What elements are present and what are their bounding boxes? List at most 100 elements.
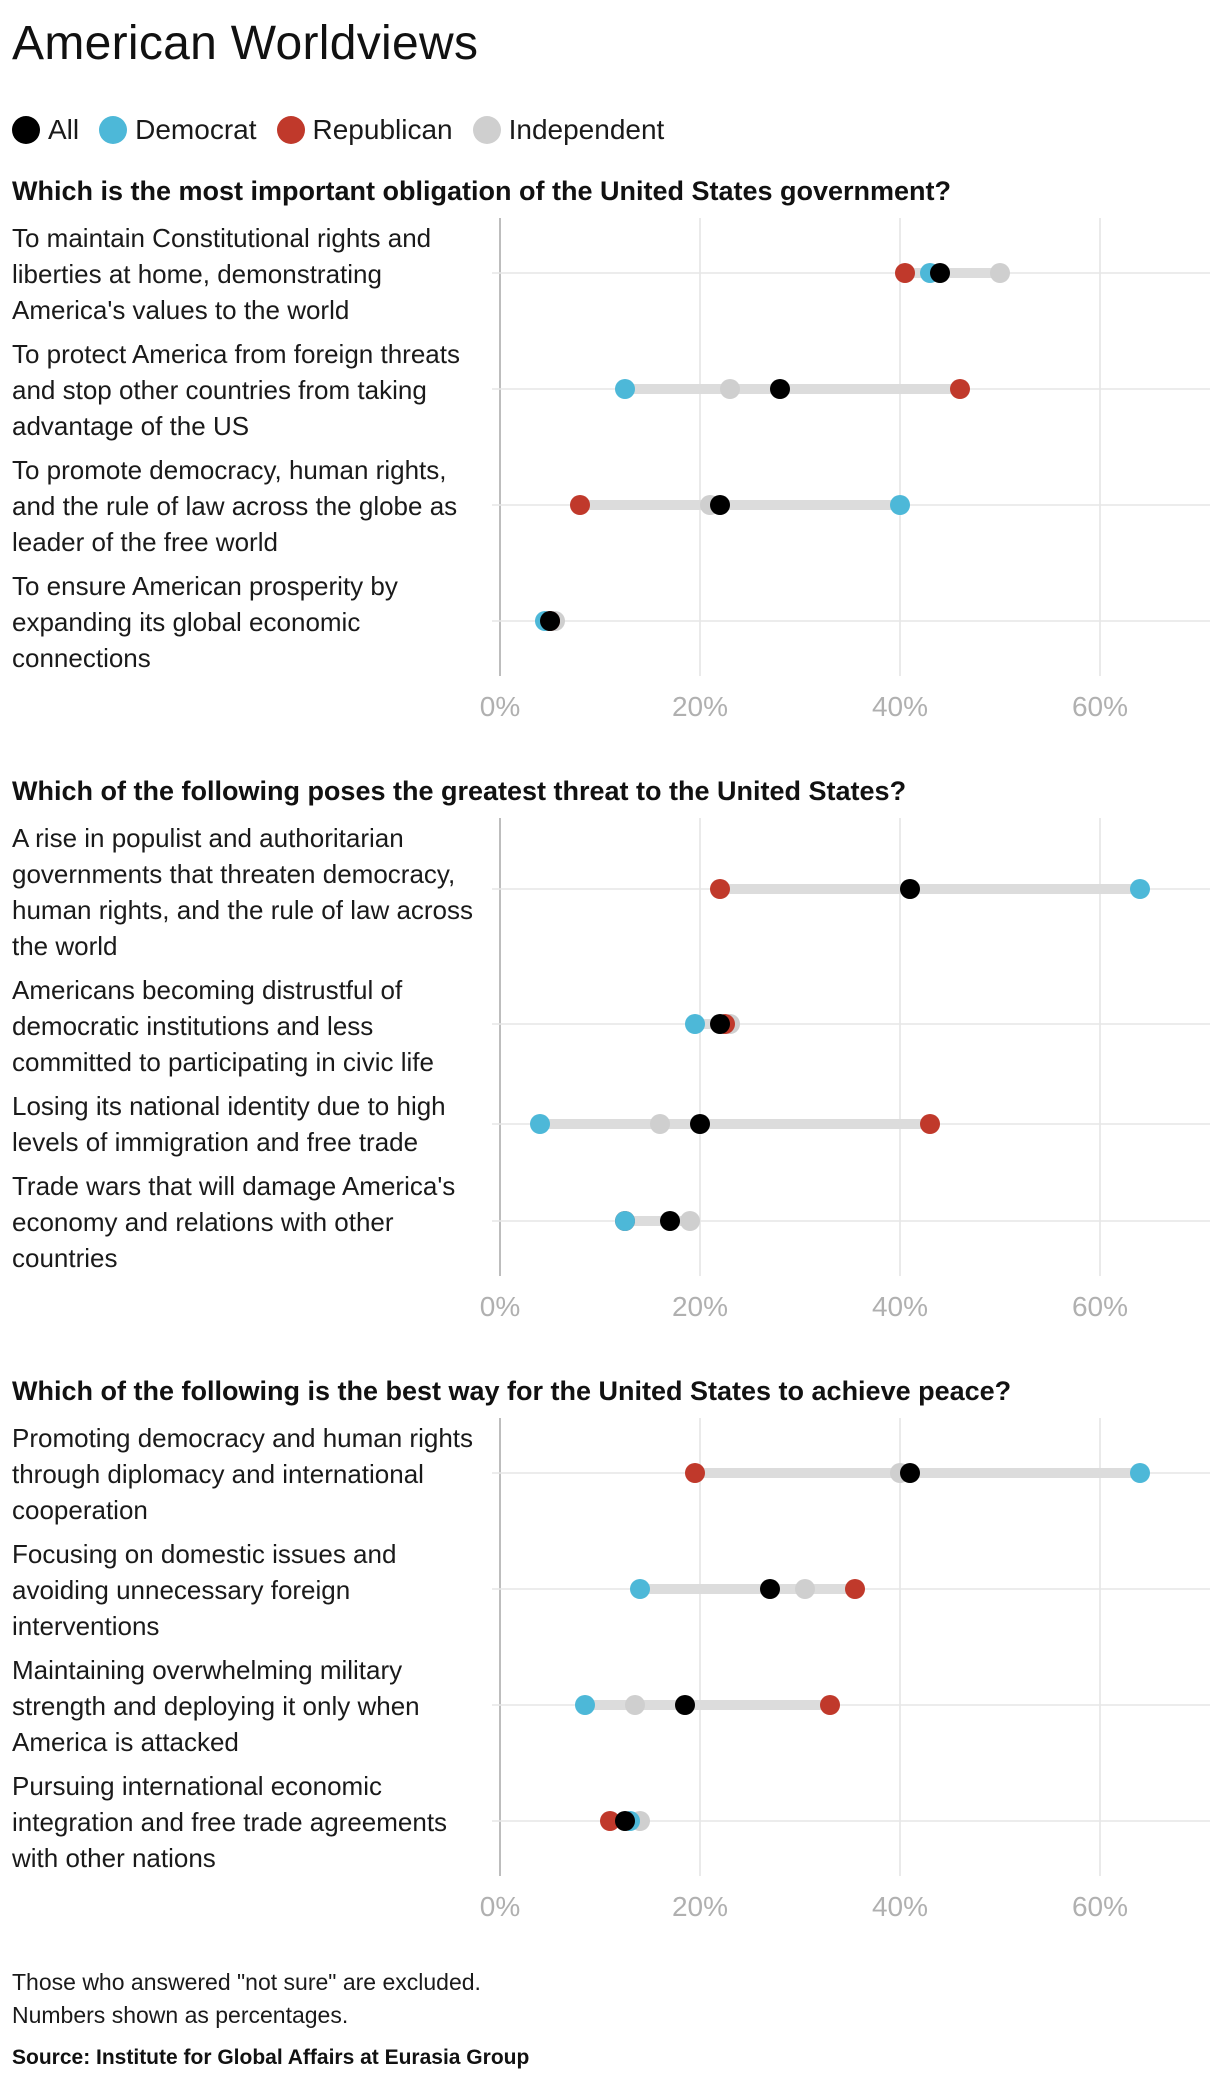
dot-all <box>710 1014 730 1034</box>
label-line: and stop other countries from taking <box>12 375 427 405</box>
x-tick-label: 0% <box>480 691 520 722</box>
dot-republican <box>845 1579 865 1599</box>
dot-independent <box>650 1114 670 1134</box>
x-tick-label: 40% <box>872 1891 928 1922</box>
label-line: To ensure American prosperity by <box>12 571 398 601</box>
dot-democrat <box>530 1114 550 1134</box>
category-label: Maintaining overwhelming military streng… <box>12 1652 482 1760</box>
source-credit: Source: Institute for Global Affairs at … <box>12 2046 530 2069</box>
x-tick-label: 60% <box>1072 1891 1128 1922</box>
label-line: expanding its global economic <box>12 607 361 637</box>
label-line: strength and deploying it only when <box>12 1691 420 1721</box>
label-line: integration and free trade agreements <box>12 1807 448 1837</box>
legend-label-republican: Republican <box>312 114 453 145</box>
legend-item-all: All <box>12 114 79 146</box>
label-line: To promote democracy, human rights, <box>12 455 447 485</box>
dot-all <box>615 1811 635 1831</box>
label-line: with other nations <box>12 1843 216 1873</box>
legend-item-independent: Independent <box>472 114 665 146</box>
dot-independent <box>795 1579 815 1599</box>
legend-label-all: All <box>48 114 80 145</box>
legend: All Democrat Republican Independent <box>12 110 670 150</box>
dot-democrat <box>630 1579 650 1599</box>
dot-democrat <box>615 379 635 399</box>
dot-democrat <box>890 495 910 515</box>
label-line: Trade wars that will damage America's <box>12 1171 456 1201</box>
dot-democrat <box>575 1695 595 1715</box>
legend-item-democrat: Democrat <box>99 114 257 146</box>
label-line: To protect America from foreign threats <box>12 339 460 369</box>
dot-independent <box>990 263 1010 283</box>
dot-all <box>675 1695 695 1715</box>
dot-republican <box>600 1811 620 1831</box>
category-label: Trade wars that will damage America's ec… <box>12 1168 482 1276</box>
chart-title: American Worldviews <box>12 17 479 70</box>
label-line: democratic institutions and less <box>12 1011 374 1041</box>
x-tick-label: 60% <box>1072 1291 1128 1322</box>
label-line: liberties at home, demonstrating <box>12 259 382 289</box>
category-label: Americans becoming distrustful of democr… <box>12 972 482 1080</box>
category-label: Losing its national identity due to high… <box>12 1088 482 1160</box>
label-line: through diplomacy and international <box>12 1459 424 1489</box>
dot-democrat <box>1130 879 1150 899</box>
x-tick-label: 20% <box>672 1891 728 1922</box>
x-tick-label: 0% <box>480 1291 520 1322</box>
label-line: cooperation <box>12 1495 148 1525</box>
label-line: advantage of the US <box>12 411 250 441</box>
dot-all <box>690 1114 710 1134</box>
x-tick-label: 40% <box>872 691 928 722</box>
label-line: the world <box>12 931 118 961</box>
label-line: Promoting democracy and human rights <box>12 1423 474 1453</box>
label-line: Losing its national identity due to high <box>12 1091 446 1121</box>
label-line: Maintaining overwhelming military <box>12 1655 403 1685</box>
legend-dot-republican <box>276 116 305 144</box>
label-line: levels of immigration and free trade <box>12 1127 419 1157</box>
dot-all <box>710 495 730 515</box>
footnote-line-1: Those who answered "not sure" are exclud… <box>12 1969 481 1995</box>
dot-all <box>900 879 920 899</box>
label-line: Americans becoming distrustful of <box>12 975 403 1005</box>
label-line: America is attacked <box>12 1727 239 1757</box>
legend-label-democrat: Democrat <box>135 114 257 145</box>
question-2-title: Which of the following poses the greates… <box>12 776 907 806</box>
legend-item-republican: Republican <box>276 114 453 146</box>
category-label: To protect America from foreign threats … <box>12 336 482 444</box>
category-label: To maintain Constitutional rights and li… <box>12 220 482 328</box>
dot-all <box>930 263 950 283</box>
label-line: Pursuing international economic <box>12 1771 382 1801</box>
label-line: avoiding unnecessary foreign <box>12 1575 351 1605</box>
dot-all <box>760 1579 780 1599</box>
dot-republican <box>710 879 730 899</box>
category-label: A rise in populist and authoritarian gov… <box>12 820 482 964</box>
label-line: and the rule of law across the globe as <box>12 491 458 521</box>
x-tick-label: 20% <box>672 691 728 722</box>
question-3-title: Which of the following is the best way f… <box>12 1376 1012 1406</box>
x-tick-label: 60% <box>1072 691 1128 722</box>
dot-republican <box>895 263 915 283</box>
dot-independent <box>625 1695 645 1715</box>
category-label: Focusing on domestic issues and avoiding… <box>12 1536 482 1644</box>
dot-republican <box>950 379 970 399</box>
label-line: A rise in populist and authoritarian <box>12 823 404 853</box>
category-label: To promote democracy, human rights, and … <box>12 452 482 560</box>
dot-independent <box>680 1211 700 1231</box>
dot-democrat <box>1130 1463 1150 1483</box>
category-label: To ensure American prosperity by expandi… <box>12 568 482 676</box>
label-line: Focusing on domestic issues and <box>12 1539 397 1569</box>
legend-label-independent: Independent <box>508 114 665 145</box>
x-tick-label: 0% <box>480 1891 520 1922</box>
label-line: America's values to the world <box>12 295 350 325</box>
dot-democrat <box>685 1014 705 1034</box>
dot-all <box>660 1211 680 1231</box>
dot-republican <box>920 1114 940 1134</box>
dot-all <box>900 1463 920 1483</box>
legend-dot-democrat <box>99 116 128 144</box>
label-line: countries <box>12 1243 118 1273</box>
dot-independent <box>720 379 740 399</box>
label-line: leader of the free world <box>12 527 278 557</box>
dot-democrat <box>615 1211 635 1231</box>
label-line: committed to participating in civic life <box>12 1047 434 1077</box>
label-line: connections <box>12 643 151 673</box>
x-tick-label: 40% <box>872 1291 928 1322</box>
legend-dot-independent <box>472 116 501 144</box>
